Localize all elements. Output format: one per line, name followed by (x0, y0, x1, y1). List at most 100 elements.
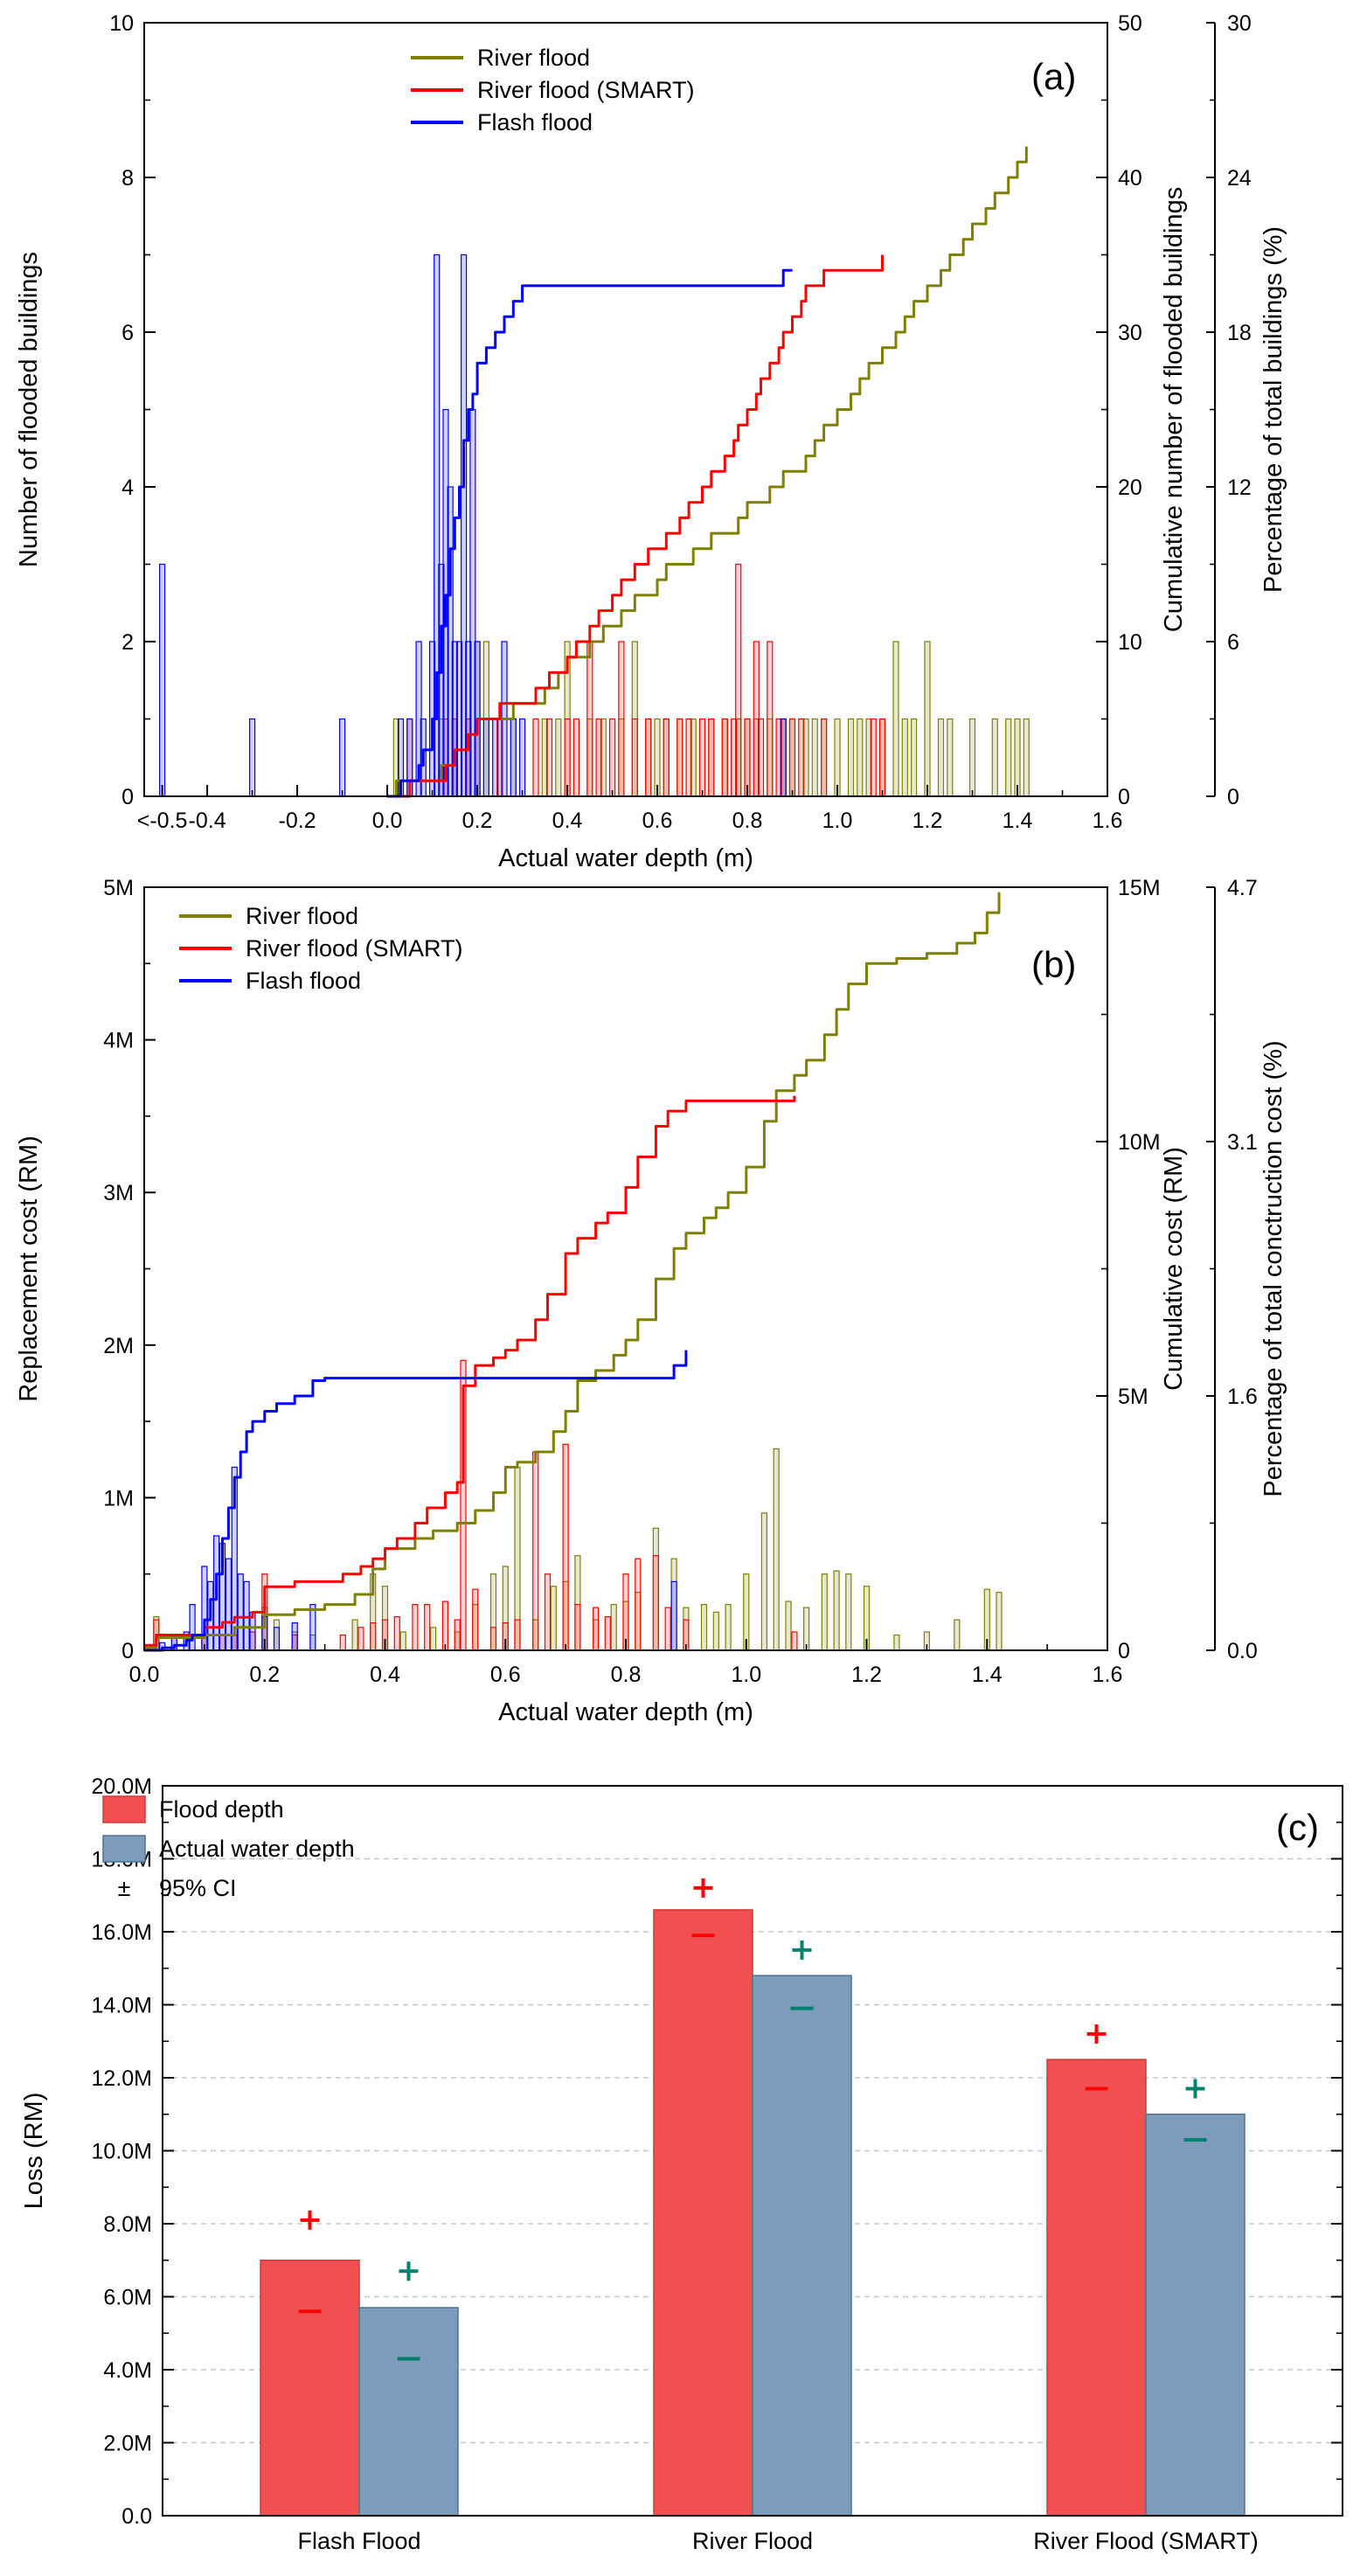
histogram-bar-river (845, 1573, 852, 1651)
left-tick-label: 8 (121, 166, 134, 191)
x-tick-label: 0.2 (462, 809, 493, 833)
percentage-tick-label: 12 (1227, 476, 1252, 500)
histogram-bar-river (1014, 718, 1021, 797)
histogram-bar-smart (735, 563, 742, 797)
y-tick-label: 10.0M (92, 2140, 152, 2164)
panel-label: (c) (1276, 1807, 1319, 1848)
x-tick-label: 0.6 (490, 1663, 521, 1687)
histogram-bar-river (821, 1573, 828, 1651)
histogram-bar-flash (237, 1573, 244, 1651)
percentage-tick-label: 0.0 (1227, 1639, 1258, 1663)
histogram-bar-river (712, 1611, 719, 1651)
x-tick-label: 0.4 (370, 1663, 400, 1687)
histogram-bar-smart (586, 641, 593, 797)
histogram-bar-smart (878, 718, 886, 797)
x-tick-label: 1.4 (1003, 809, 1033, 833)
bar-flood-depth (653, 1909, 753, 2517)
histogram-bar-river (893, 1634, 900, 1651)
histogram-bar-smart (721, 718, 728, 797)
legend-label: Flash flood (477, 109, 593, 135)
histogram-bar-flash (291, 1621, 298, 1651)
percentage-tick-label: 30 (1227, 11, 1252, 36)
histogram-bar-smart (664, 1607, 671, 1651)
category-label: Flash Flood (297, 2528, 420, 2554)
histogram-bar-river (351, 1619, 358, 1651)
histogram-bar-smart (798, 718, 805, 797)
y-tick-label: 2.0M (103, 2432, 152, 2456)
right-tick-label: 15M (1118, 876, 1161, 900)
x-tick-label: 1.0 (822, 809, 853, 833)
histogram-bar-smart (604, 1615, 611, 1651)
bar-flood-depth (1046, 2059, 1147, 2517)
panel-b-chart: 0.0 0.2 0.4 0.6 0.8 1.0 1.2 1.4 1.6 Actual water … (15, 876, 1287, 1726)
histogram-bar-smart (532, 718, 539, 797)
histogram-bar-smart (574, 1603, 581, 1651)
histogram-bar-flash (339, 718, 346, 797)
histogram-bar-river (725, 1603, 732, 1651)
histogram-bar-smart (622, 1573, 629, 1651)
cumulative-line-flash (144, 1350, 688, 1652)
y-axis-title: Loss (RM) (20, 2093, 48, 2210)
left-tick-label: 4 (121, 476, 134, 500)
right-tick-label: 0 (1118, 785, 1130, 809)
histogram-bar-smart (532, 1451, 539, 1651)
histogram-bar-river (901, 718, 908, 797)
plus-minus-symbol: ± (118, 1875, 131, 1901)
right-tick-label: 10M (1118, 1130, 1161, 1155)
histogram-bar-river (947, 718, 954, 797)
histogram-bar-smart (685, 718, 692, 797)
histogram-bar-river (833, 1570, 840, 1651)
right-tick-label: 10 (1118, 630, 1142, 655)
right-tick-label: 50 (1118, 11, 1142, 36)
histogram-bar-smart (635, 1558, 642, 1651)
histogram-bar-river (802, 1607, 810, 1651)
x-tick-label: 0.0 (129, 1663, 160, 1687)
histogram-bar-flash (189, 1603, 196, 1651)
x-tick-label: 1.6 (1093, 1663, 1123, 1687)
histogram-bar-smart (592, 1607, 600, 1651)
histogram-bar-river (773, 1448, 780, 1651)
histogram-bar-smart (424, 1603, 431, 1651)
legend-label: Actual water depth (159, 1836, 355, 1862)
histogram-bar-smart (412, 1603, 419, 1651)
bar-flood-depth (260, 2260, 360, 2517)
category-label: River Flood (SMART) (1033, 2528, 1259, 2554)
cumulative-line-smart (144, 1095, 796, 1647)
histogram-bar-smart (454, 1619, 461, 1651)
right-axis-title: Cumulative number of flooded buildings (1160, 187, 1188, 632)
cumulative-line-river (387, 146, 1028, 798)
histogram-bar-river (610, 1603, 617, 1651)
x-tick-label: 0.4 (552, 809, 583, 833)
histogram-bar-flash (243, 1580, 250, 1651)
histogram-bar-smart (544, 1573, 552, 1651)
histogram-bar-smart (820, 718, 828, 797)
legend-swatch-actual-water-depth (102, 1835, 146, 1863)
histogram-bar-smart (677, 718, 684, 797)
histogram-bar-smart (870, 718, 877, 797)
x-axis-title: Actual water depth (m) (498, 1698, 753, 1726)
x-tick-label: 0.8 (732, 809, 763, 833)
left-tick-label: 2 (121, 630, 134, 655)
histogram-bar-flash (780, 718, 787, 797)
histogram-bar-flash (225, 1558, 232, 1651)
histogram-bar-smart (357, 1627, 364, 1651)
legend-label: River flood (246, 903, 358, 929)
histogram-bar-smart (652, 1555, 660, 1651)
x-tick-label: 1.4 (972, 1663, 1003, 1687)
histogram-bar-smart (663, 718, 670, 797)
x-axis-title: Actual water depth (m) (498, 844, 753, 872)
histogram-bar-smart (339, 1634, 346, 1651)
histogram-bar-flash (510, 718, 517, 797)
legend-label: River flood (477, 45, 590, 71)
y-tick-label: 0.0 (121, 2504, 152, 2529)
histogram-bar-smart (441, 1600, 448, 1651)
right-tick-label: 40 (1118, 166, 1142, 191)
histogram-bar-smart (489, 1627, 497, 1651)
left-tick-label: 4M (103, 1029, 134, 1053)
y-tick-label: 8.0M (103, 2212, 152, 2237)
plot-frame (143, 22, 1108, 797)
category-label: River Flood (692, 2528, 813, 2554)
cumulative-line-flash (387, 268, 793, 798)
panel-label: (b) (1031, 944, 1076, 985)
legend-label: Flash flood (246, 968, 361, 994)
